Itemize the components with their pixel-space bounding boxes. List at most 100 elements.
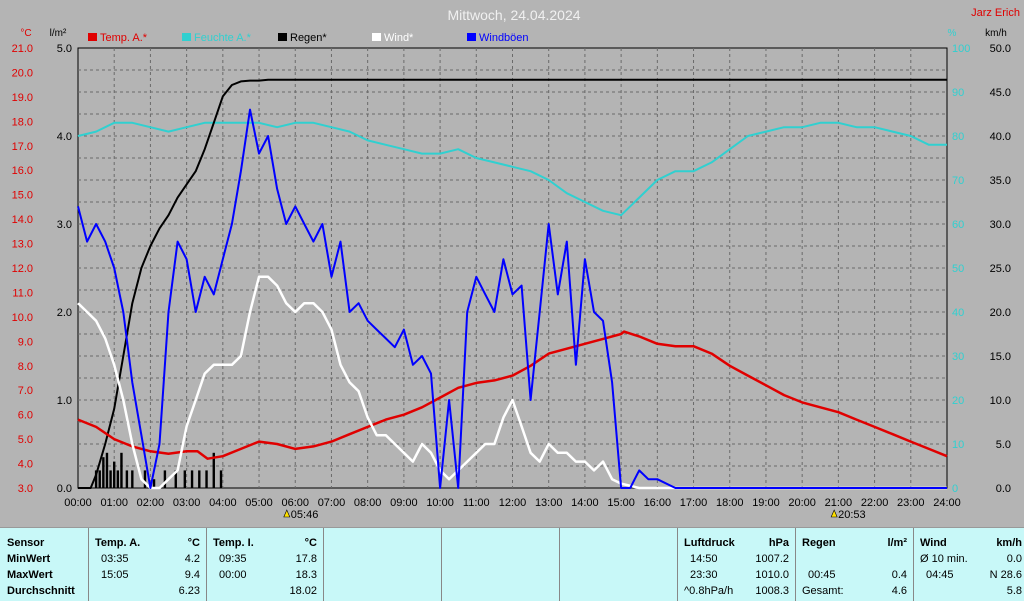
- wind-tick-label: 40.0: [990, 131, 1011, 143]
- rain-bar: [102, 457, 105, 488]
- sunset-time: 20:53: [838, 509, 866, 521]
- sunrise-icon: [283, 509, 291, 518]
- x-tick-label: 03:00: [173, 497, 201, 509]
- rain-max-val: 0.4: [891, 569, 907, 581]
- rain-header: Regen: [802, 537, 836, 549]
- temp-a-unit: °C: [187, 537, 200, 549]
- temp-tick-label: 17.0: [12, 141, 33, 153]
- wind-tick-label: 25.0: [990, 263, 1011, 275]
- pressure-min-val: 1007.2: [755, 553, 789, 565]
- x-tick-label: 24:00: [933, 497, 961, 509]
- temp-i-max-val: 18.3: [295, 569, 317, 581]
- temp-tick-label: 11.0: [12, 287, 33, 299]
- unit-temp: °C: [20, 28, 31, 39]
- rain-tick-label: 0.0: [57, 483, 72, 495]
- wind-max-val: N 28.6: [989, 569, 1022, 581]
- x-tick-label: 16:00: [644, 497, 672, 509]
- hum-tick-label: 10: [952, 439, 964, 451]
- rain-bar: [98, 470, 101, 488]
- temp-tick-label: 16.0: [12, 165, 33, 177]
- temp-tick-label: 8.0: [18, 361, 33, 373]
- temp-a-max-time: 15:05: [101, 569, 129, 581]
- pressure-min-time: 14:50: [690, 553, 718, 565]
- rain-bar: [143, 470, 147, 488]
- rain-bar: [109, 470, 112, 488]
- hum-tick-label: 90: [952, 87, 964, 99]
- temp-a-header: Temp. A.: [95, 537, 141, 549]
- sensor-avg-label: Durchschnitt: [7, 585, 75, 597]
- sunrise-time: 05:46: [291, 509, 319, 521]
- sensor-min-label: MinWert: [7, 553, 51, 565]
- hum-tick-label: 80: [952, 131, 964, 143]
- wind-tick-label: 5.0: [996, 439, 1011, 451]
- legend-swatch-3: [372, 33, 381, 41]
- rain-tick-label: 3.0: [57, 219, 72, 231]
- rain-bar: [198, 470, 201, 488]
- sensor-max-label: MaxWert: [7, 569, 53, 581]
- rain-total-val: 4.6: [891, 585, 907, 597]
- x-tick-label: 21:00: [825, 497, 853, 509]
- temp-tick-label: 3.0: [18, 483, 33, 495]
- legend-label-1: Feuchte A.*: [194, 32, 252, 44]
- x-tick-label: 02:00: [137, 497, 165, 509]
- temp-i-unit: °C: [304, 537, 317, 549]
- series-lines: [77, 78, 948, 490]
- temp-tick-label: 12.0: [12, 263, 33, 275]
- wind-header: Wind: [920, 537, 947, 549]
- unit-hum: %: [948, 28, 957, 39]
- x-tick-label: 22:00: [861, 497, 889, 509]
- rain-tick-label: 4.0: [57, 131, 72, 143]
- weather-chart: Mittwoch, 24.04.2024 Jarz Erich Temp. A.…: [12, 7, 1020, 521]
- wind-avg-label: Ø 10 min.: [920, 553, 968, 565]
- rain-tick-label: 2.0: [57, 307, 72, 319]
- x-tick-label: 19:00: [752, 497, 780, 509]
- rain-total-label: Gesamt:: [802, 585, 844, 597]
- wind-avg2-val: 5.8: [1006, 585, 1022, 597]
- series-line-temp-0: [77, 330, 948, 460]
- rain-bars: [94, 452, 223, 488]
- temp-tick-label: 5.0: [18, 434, 33, 446]
- wind-tick-label: 0.0: [996, 483, 1011, 495]
- temp-i-min-time: 09:35: [219, 553, 247, 565]
- pressure-trend-val: 1008.3: [755, 585, 789, 597]
- pressure-unit: hPa: [768, 537, 789, 549]
- x-tick-label: 01:00: [100, 497, 128, 509]
- wind-tick-label: 10.0: [990, 395, 1011, 407]
- pressure-trend: ^0.8hPa/h: [684, 585, 734, 597]
- legend-label-2: Regen*: [290, 32, 327, 44]
- x-tick-label: 09:00: [390, 497, 418, 509]
- rain-bar: [212, 452, 215, 488]
- x-tick-label: 12:00: [499, 497, 527, 509]
- temp-tick-label: 4.0: [18, 459, 33, 471]
- legend-label-3: Wind*: [384, 32, 414, 44]
- sensor-header: Sensor: [7, 537, 45, 549]
- rain-bar: [120, 452, 123, 488]
- legend-swatch-4: [467, 33, 476, 41]
- temp-tick-label: 9.0: [18, 336, 33, 348]
- sun-markers: 05:46 20:53: [283, 509, 866, 521]
- wind-max-time: 04:45: [926, 569, 954, 581]
- x-tick-label: 13:00: [535, 497, 563, 509]
- x-tick-label: 18:00: [716, 497, 744, 509]
- x-tick-label: 17:00: [680, 497, 708, 509]
- temp-a-max-val: 9.4: [184, 569, 200, 581]
- legend-swatch-2: [278, 33, 287, 41]
- pressure-header: Luftdruck: [684, 537, 735, 549]
- hum-tick-label: 20: [952, 395, 964, 407]
- grid: [78, 48, 947, 488]
- x-tick-label: 10:00: [426, 497, 454, 509]
- wind-tick-label: 15.0: [990, 351, 1011, 363]
- rain-unit: l/m²: [887, 537, 907, 549]
- x-tick-label: 14:00: [571, 497, 599, 509]
- temp-tick-label: 20.0: [12, 67, 33, 79]
- wind-tick-label: 35.0: [990, 175, 1011, 187]
- wind-avg-val: 0.0: [1006, 553, 1022, 565]
- temp-tick-label: 19.0: [12, 92, 33, 104]
- wind-unit: km/h: [996, 537, 1022, 549]
- sunset-icon: [830, 509, 838, 518]
- temp-tick-label: 13.0: [12, 239, 33, 251]
- temp-i-max-time: 00:00: [219, 569, 247, 581]
- rain-bar: [113, 461, 116, 488]
- chart-title: Mittwoch, 24.04.2024: [447, 7, 580, 23]
- legend-label-0: Temp. A.*: [100, 32, 148, 44]
